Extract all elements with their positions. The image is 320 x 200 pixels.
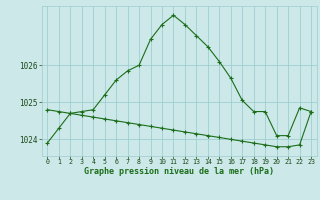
X-axis label: Graphe pression niveau de la mer (hPa): Graphe pression niveau de la mer (hPa): [84, 167, 274, 176]
